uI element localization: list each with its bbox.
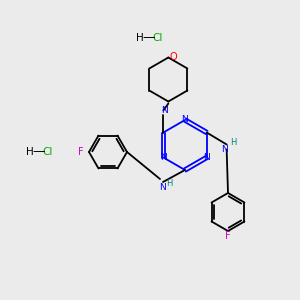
Text: H: H: [230, 138, 237, 147]
Text: N: N: [160, 153, 167, 162]
Text: Cl: Cl: [43, 147, 53, 157]
Text: N: N: [221, 145, 228, 154]
Text: N: N: [182, 116, 188, 124]
Text: F: F: [225, 231, 231, 241]
Text: H: H: [26, 147, 34, 157]
Text: O: O: [169, 52, 177, 62]
Text: H: H: [136, 33, 144, 43]
Text: Cl: Cl: [153, 33, 163, 43]
Text: —: —: [143, 32, 155, 44]
Text: —: —: [33, 146, 45, 158]
Text: N: N: [159, 182, 165, 191]
Text: F: F: [78, 147, 84, 157]
Text: N: N: [161, 106, 168, 115]
Text: H: H: [166, 178, 172, 188]
Text: N: N: [203, 153, 210, 162]
